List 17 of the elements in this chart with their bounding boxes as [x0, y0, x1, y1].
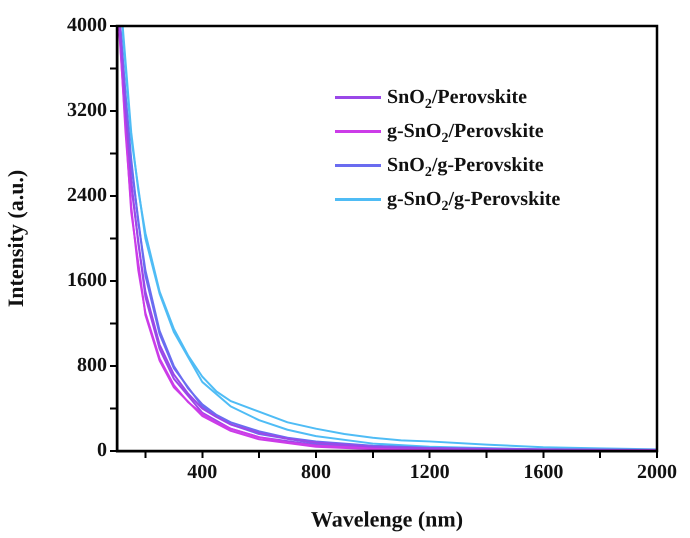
legend-label: g-SnO$_{2}$/Perovskite — [387, 120, 544, 146]
x-tick-label: 1200 — [410, 461, 450, 484]
legend-label: g-SnO$_{2}$/g-Perovskite — [387, 188, 560, 214]
y-tick-label: 800 — [77, 354, 107, 376]
y-axis-title: Intensity (a.u.) — [2, 170, 28, 308]
x-tick-label: 2000 — [637, 461, 677, 484]
y-tick-label: 4000 — [67, 14, 107, 36]
legend-label: SnO$_{2}$/g-Perovskite — [387, 154, 544, 180]
x-tick-label: 400 — [187, 461, 218, 484]
y-tick-label: 3200 — [67, 99, 107, 122]
legend-label: SnO$_{2}$/Perovskite — [387, 86, 527, 112]
y-tick-label: 1600 — [67, 269, 107, 292]
x-tick-label: 800 — [300, 461, 331, 484]
x-axis-title: Wavelenge (nm) — [310, 506, 464, 532]
x-tick-label: 1600 — [523, 461, 564, 484]
y-tick-label: 0 — [97, 439, 107, 462]
y-tick-label: 2400 — [67, 184, 107, 206]
